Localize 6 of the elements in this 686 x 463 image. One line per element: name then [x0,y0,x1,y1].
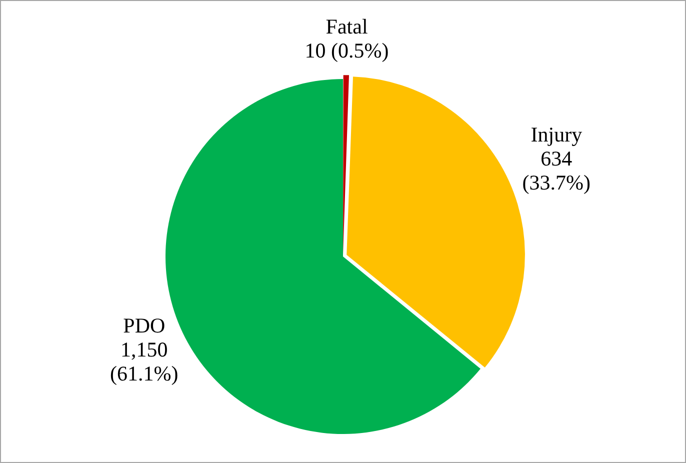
data-label: 1,150 (61.1%) [110,337,178,386]
slice-label: PDO [123,313,166,338]
slice-label: Injury [530,122,583,146]
data-label: 634 (33.7%) [522,146,591,194]
data-label: 10 (0.5%) [304,38,389,62]
slice-label: Fatal [326,14,368,38]
